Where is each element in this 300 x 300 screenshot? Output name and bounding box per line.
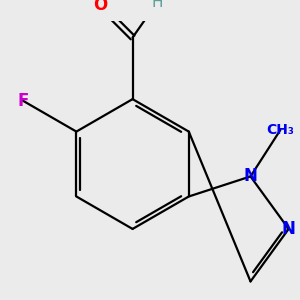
Text: O: O xyxy=(93,0,108,14)
Text: N: N xyxy=(244,167,257,185)
Text: H: H xyxy=(151,0,163,11)
Text: N: N xyxy=(282,220,296,238)
Text: CH₃: CH₃ xyxy=(266,123,294,137)
Text: F: F xyxy=(17,92,29,110)
